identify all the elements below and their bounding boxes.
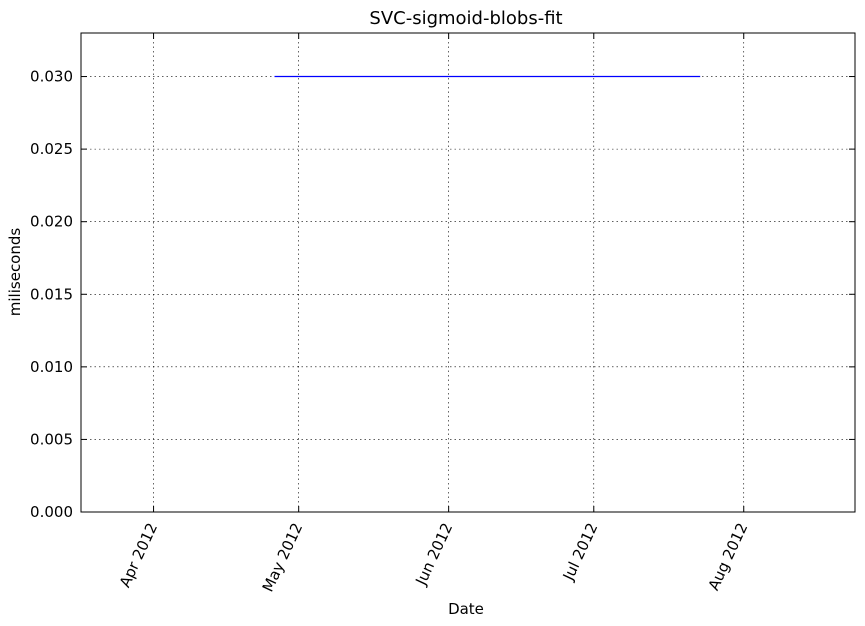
y-tick-label: 0.005	[30, 430, 73, 448]
x-tick-label: Jun 2012	[411, 520, 456, 589]
chart-title: SVC-sigmoid-blobs-fit	[369, 8, 562, 29]
y-tick-label: 0.025	[30, 140, 73, 158]
x-tick-label: Jul 2012	[559, 520, 602, 584]
plot-frame	[80, 32, 856, 513]
y-tick-label: 0.020	[30, 213, 73, 231]
y-tick-label: 0.030	[30, 68, 73, 86]
y-tick-label: 0.015	[30, 285, 73, 303]
grid	[81, 33, 855, 512]
x-tick-label: Apr 2012	[116, 520, 161, 590]
y-tick-label: 0.000	[30, 503, 73, 521]
x-tick-label: May 2012	[259, 520, 307, 595]
x-axis-label: Date	[448, 600, 484, 618]
x-tick-label: Aug 2012	[705, 520, 752, 593]
y-tick-labels: 0.000 0.005 0.010 0.015 0.020 0.025 0.030	[30, 68, 73, 521]
ticks	[81, 33, 855, 513]
y-tick-label: 0.010	[30, 358, 73, 376]
y-axis-label: miliseconds	[6, 228, 24, 317]
x-tick-labels: Apr 2012 May 2012 Jun 2012 Jul 2012 Aug 2012	[116, 520, 752, 595]
